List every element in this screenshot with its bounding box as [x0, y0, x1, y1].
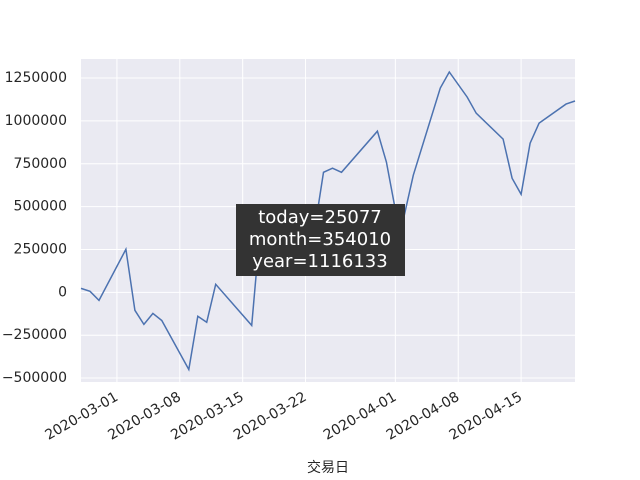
annotation-text: month=354010: [249, 229, 391, 250]
y-tick-label: 500000: [14, 199, 67, 215]
annotation-text: year=1116133: [252, 251, 387, 272]
y-tick-label: 250000: [14, 241, 67, 257]
y-tick-label: 1000000: [5, 113, 67, 129]
y-tick-label: 0: [58, 284, 67, 300]
y-tick-label: −250000: [2, 327, 67, 343]
y-tick-label: −500000: [2, 370, 67, 386]
data-line: [80, 70, 576, 372]
y-tick-label: 750000: [14, 156, 67, 172]
annotation-box: [236, 204, 405, 276]
y-tick-label: 1250000: [5, 70, 67, 86]
x-axis-label: 交易日: [307, 459, 349, 476]
annotation-text: today=25077: [258, 207, 382, 228]
